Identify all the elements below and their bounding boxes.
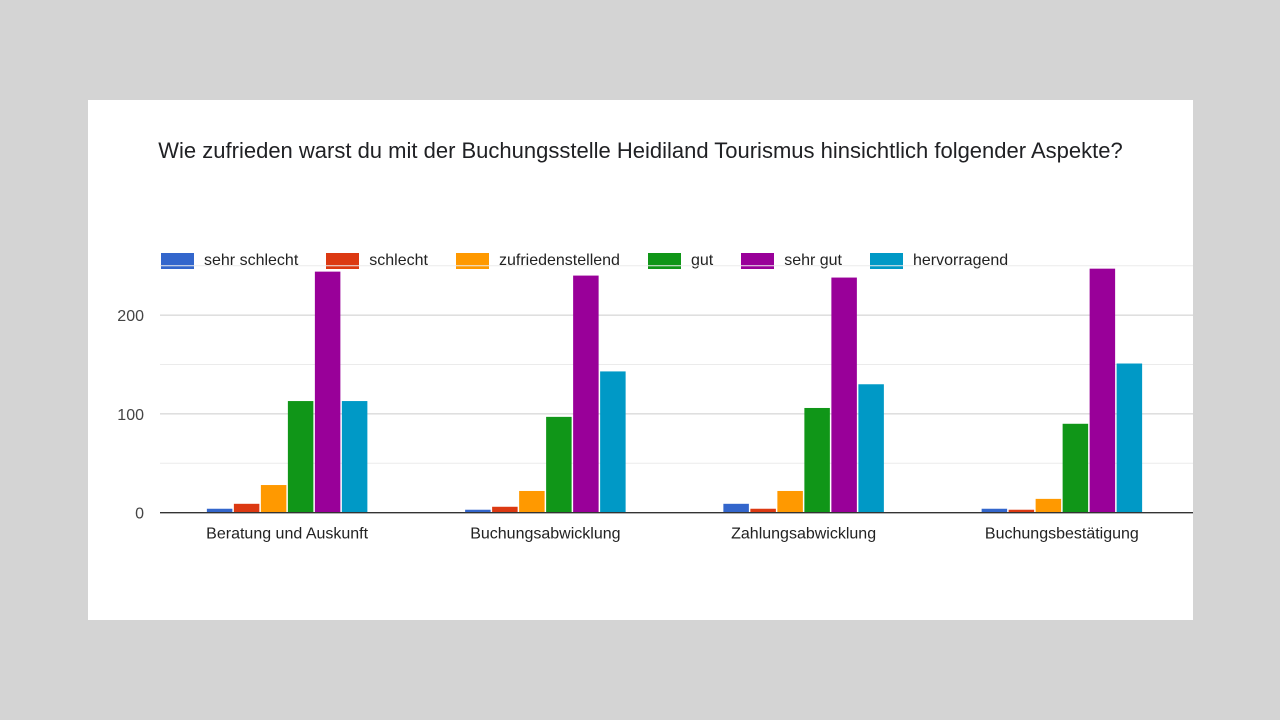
bar-hervorragend [858, 384, 884, 513]
bar-sehr-gut [831, 277, 857, 513]
bar-sehr-schlecht [465, 509, 491, 513]
legend-label: sehr schlecht [204, 252, 299, 269]
legend-swatch [647, 253, 681, 269]
x-tick-label: Zahlungsabwicklung [731, 526, 876, 543]
legend-label: hervorragend [913, 252, 1009, 269]
x-tick-label: Beratung und Auskunft [206, 526, 368, 543]
bar-zufriedenstellend [519, 490, 545, 513]
bar-sehr-schlecht [206, 508, 233, 513]
legend-swatch [741, 253, 775, 269]
bar-sehr-gut [1089, 268, 1116, 513]
legend-swatch [161, 253, 194, 269]
legend-item[interactable]: schlecht [326, 252, 428, 270]
legend-item[interactable]: sehr schlecht [161, 252, 298, 270]
bar-gut [804, 407, 830, 513]
y-tick-label: 0 [135, 506, 144, 523]
legend-swatch [455, 253, 489, 269]
bar-sehr-gut [573, 275, 599, 513]
legend: sehr schlecht schlecht zufriedenstellend gu… [161, 250, 1036, 272]
chart-card: Wie zufrieden warst du mit der Buchungss… [88, 100, 1193, 620]
bar-sehr-gut [314, 271, 341, 513]
bar-gut [546, 416, 572, 513]
bar-zufriedenstellend [260, 485, 287, 513]
legend-swatch [870, 253, 903, 269]
bar-sehr-schlecht [723, 503, 749, 513]
legend-label: zufriedenstellend [498, 252, 620, 269]
legend-swatch [326, 253, 360, 269]
legend-label: sehr gut [784, 252, 842, 269]
y-tick-label: 200 [117, 308, 144, 325]
x-tick-label: Buchungsbestätigung [985, 526, 1139, 543]
bar-hervorragend [341, 401, 368, 513]
bar-schlecht [750, 508, 776, 513]
bar-zufriedenstellend [1035, 498, 1062, 513]
bar-schlecht [492, 506, 518, 513]
legend-item[interactable]: zufriedenstellend [455, 252, 620, 270]
legend-label: gut [690, 252, 714, 269]
bar-gut [1062, 423, 1089, 513]
bar-schlecht [233, 503, 260, 513]
legend-item[interactable]: hervorragend [870, 252, 1008, 270]
bar-schlecht [1008, 509, 1035, 513]
legend-item[interactable]: sehr gut [741, 252, 842, 270]
x-tick-label: Buchungsabwicklung [470, 526, 620, 543]
bar-sehr-schlecht [981, 508, 1008, 513]
legend-label: schlecht [369, 252, 428, 269]
bar-chart: 0 100 200 Beratung und Auskunft Buchungsabwi… [117, 265, 1193, 543]
chart-title: Wie zufrieden warst du mit der Buchungss… [158, 138, 1123, 163]
bar-hervorragend [1116, 363, 1143, 513]
bar-zufriedenstellend [777, 490, 803, 513]
bar-gut [287, 401, 314, 513]
legend-item[interactable]: gut [647, 252, 714, 270]
y-tick-label: 100 [117, 407, 144, 424]
bar-hervorragend [600, 371, 626, 513]
